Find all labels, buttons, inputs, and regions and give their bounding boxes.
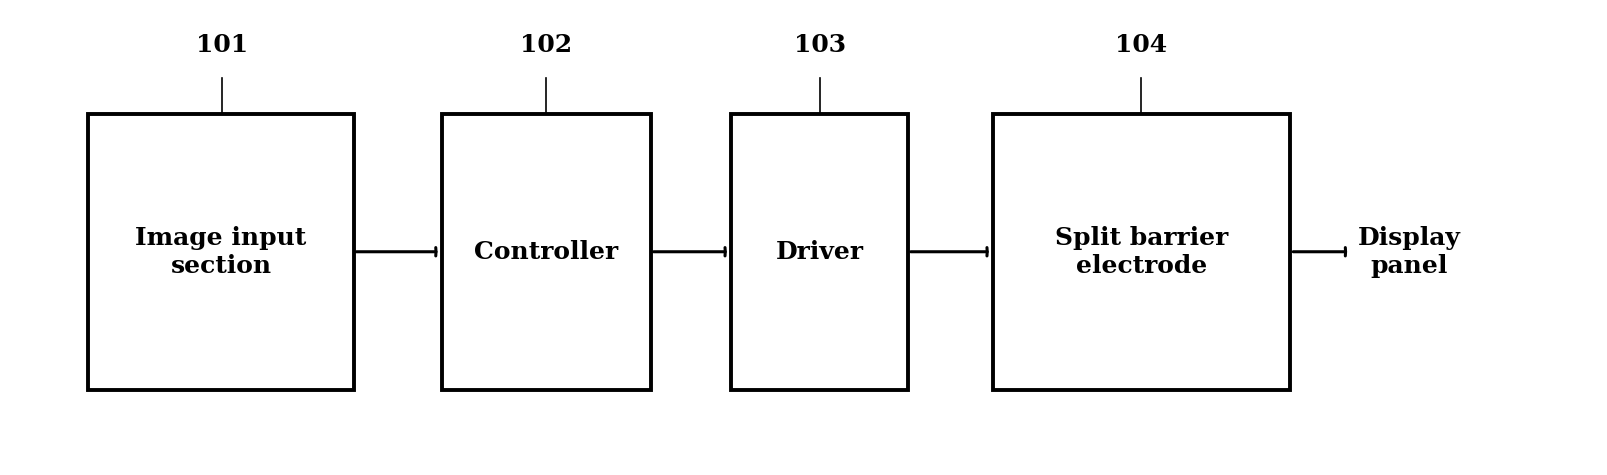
Text: 104: 104 xyxy=(1115,33,1167,57)
Bar xyxy=(442,114,651,390)
Bar xyxy=(731,114,908,390)
Text: Driver: Driver xyxy=(776,240,863,264)
Bar xyxy=(993,114,1290,390)
Text: 103: 103 xyxy=(794,33,845,57)
Text: 102: 102 xyxy=(521,33,572,57)
Text: Image input
section: Image input section xyxy=(135,226,307,278)
Bar xyxy=(88,114,354,390)
Text: Controller: Controller xyxy=(474,240,619,264)
Text: Split barrier
electrode: Split barrier electrode xyxy=(1056,226,1228,278)
Text: Display
panel: Display panel xyxy=(1358,226,1461,278)
Text: 101: 101 xyxy=(196,33,247,57)
